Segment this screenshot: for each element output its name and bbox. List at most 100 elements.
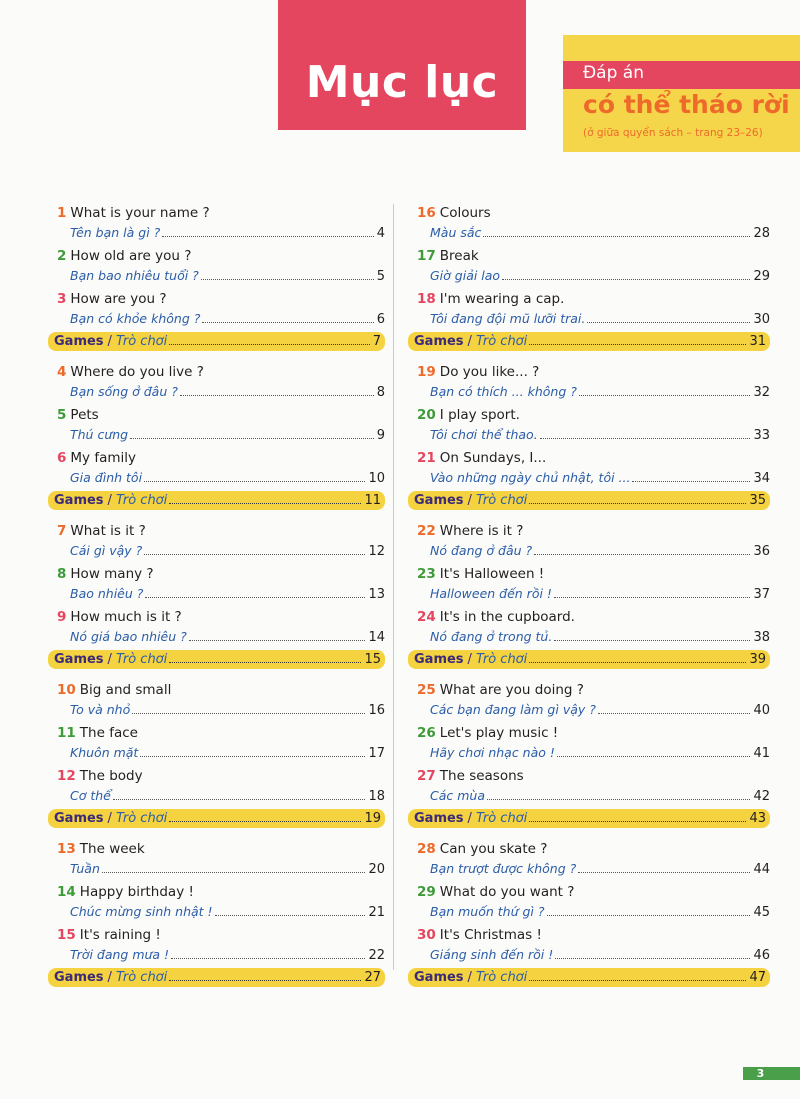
page-ref: 47	[749, 970, 766, 985]
toc-unit-entry[interactable]: 8 How many ? Bao nhiêu ? 13	[48, 564, 385, 607]
dot-leader	[169, 503, 362, 504]
unit-title: What do you want ?	[439, 884, 575, 900]
unit-number: 24	[417, 609, 436, 625]
toc-unit-entry[interactable]: 3 How are you ? Bạn có khỏe không ? 6	[48, 289, 385, 332]
toc-unit-entry[interactable]: 23 It's Halloween ! Halloween đến rồi ! 37	[408, 564, 770, 607]
games-label-vi: Trò chơi	[475, 811, 528, 826]
answer-key-band: Đáp án	[563, 61, 800, 89]
toc-unit-entry[interactable]: 10 Big and small To và nhỏ 16	[48, 680, 385, 723]
page-ref: 14	[368, 630, 385, 645]
page-ref: 39	[749, 652, 766, 667]
toc-unit-entry[interactable]: 14 Happy birthday ! Chúc mừng sinh nhật ! 2…	[48, 882, 385, 925]
dot-leader	[554, 640, 751, 641]
unit-number: 28	[417, 841, 436, 857]
unit-title: The body	[79, 768, 143, 784]
toc-unit-entry[interactable]: 17 Break Giờ giải lao 29	[408, 246, 770, 289]
unit-title: How are you ?	[70, 291, 167, 307]
toc-unit-entry[interactable]: 12 The body Cơ thể 18	[48, 766, 385, 809]
unit-number: 17	[417, 248, 436, 264]
toc-left-column: 1 What is your name ? Tên bạn là gì ? 4 2 How…	[48, 203, 385, 998]
unit-title: It's raining !	[79, 927, 161, 943]
toc-games-entry[interactable]: Games / Trò chơi 35	[408, 491, 770, 510]
toc-unit-entry[interactable]: 21 On Sundays, I... Vào những ngày chủ nhậ…	[408, 448, 770, 491]
unit-number: 6	[57, 450, 67, 466]
games-label-vi: Trò chơi	[115, 970, 168, 985]
toc-unit-entry[interactable]: 15 It's raining ! Trời đang mưa ! 22	[48, 925, 385, 968]
unit-number: 8	[57, 566, 67, 582]
page-ref: 34	[753, 471, 770, 486]
games-label: Games	[414, 334, 464, 349]
toc-unit-entry[interactable]: 9 How much is it ? Nó giá bao nhiêu ? 14	[48, 607, 385, 650]
toc-unit-entry[interactable]: 24 It's in the cupboard. Nó đang ở trong t…	[408, 607, 770, 650]
unit-title-vi: Gia đình tôi	[70, 470, 143, 485]
unit-title: How many ?	[70, 566, 154, 582]
answer-key-label: Đáp án	[583, 63, 644, 83]
dot-leader	[556, 756, 751, 757]
unit-title: Happy birthday !	[79, 884, 194, 900]
unit-number: 1	[57, 205, 67, 221]
unit-number: 4	[57, 364, 67, 380]
page-ref: 11	[364, 493, 381, 508]
toc-unit-entry[interactable]: 11 The face Khuôn mặt 17	[48, 723, 385, 766]
toc-unit-entry[interactable]: 28 Can you skate ? Bạn trượt được không ? 4…	[408, 839, 770, 882]
dot-leader	[529, 344, 747, 345]
page-ref: 13	[368, 587, 385, 602]
unit-title-vi: Bạn có khỏe không ?	[70, 311, 201, 326]
unit-title-vi: Tuần	[70, 861, 100, 876]
toc-unit-entry[interactable]: 16 Colours Màu sắc 28	[408, 203, 770, 246]
toc-games-entry[interactable]: Games / Trò chơi 7	[48, 332, 385, 351]
toc-unit-entry[interactable]: 1 What is your name ? Tên bạn là gì ? 4	[48, 203, 385, 246]
unit-title: Do you like... ?	[439, 364, 540, 380]
toc-unit-entry[interactable]: 19 Do you like... ? Bạn có thích ... không…	[408, 362, 770, 405]
page-ref: 27	[364, 970, 381, 985]
toc-games-entry[interactable]: Games / Trò chơi 27	[48, 968, 385, 987]
toc-unit-entry[interactable]: 22 Where is it ? Nó đang ở đâu ? 36	[408, 521, 770, 564]
page-ref: 5	[376, 269, 385, 284]
unit-number: 10	[57, 682, 76, 698]
page-ref: 18	[368, 789, 385, 804]
page-ref: 42	[753, 789, 770, 804]
dot-leader	[578, 395, 751, 396]
games-label-vi: Trò chơi	[475, 493, 528, 508]
toc-unit-entry[interactable]: 30 It's Christmas ! Giáng sinh đến rồi ! 46	[408, 925, 770, 968]
toc-unit-entry[interactable]: 18 I'm wearing a cap. Tôi đang đội mũ lưỡi…	[408, 289, 770, 332]
toc-games-entry[interactable]: Games / Trò chơi 15	[48, 650, 385, 669]
toc-unit-entry[interactable]: 26 Let's play music ! Hãy chơi nhạc nào ! 4…	[408, 723, 770, 766]
unit-title: What is your name ?	[70, 205, 210, 221]
toc-unit-entry[interactable]: 13 The week Tuần 20	[48, 839, 385, 882]
dot-leader	[529, 662, 747, 663]
unit-title-vi: Trời đang mưa !	[70, 947, 170, 962]
toc-games-entry[interactable]: Games / Trò chơi 39	[408, 650, 770, 669]
unit-title-vi: Màu sắc	[430, 225, 482, 240]
games-separator: /	[467, 334, 472, 349]
unit-title-vi: Bạn trượt được không ?	[430, 861, 577, 876]
toc-games-entry[interactable]: Games / Trò chơi 19	[48, 809, 385, 828]
toc-unit-entry[interactable]: 6 My family Gia đình tôi 10	[48, 448, 385, 491]
unit-title: Big and small	[79, 682, 172, 698]
toc-unit-entry[interactable]: 25 What are you doing ? Các bạn đang làm g…	[408, 680, 770, 723]
toc-unit-entry[interactable]: 29 What do you want ? Bạn muốn thứ gì ? 45	[408, 882, 770, 925]
unit-title: Can you skate ?	[439, 841, 548, 857]
dot-leader	[553, 597, 751, 598]
toc-unit-entry[interactable]: 20 I play sport. Tôi chơi thể thao. 33	[408, 405, 770, 448]
page-ref: 16	[368, 703, 385, 718]
unit-number: 7	[57, 523, 67, 539]
page-ref: 40	[753, 703, 770, 718]
unit-title: I play sport.	[439, 407, 520, 423]
unit-title: Break	[439, 248, 479, 264]
unit-title-vi: Nó đang ở trong tủ.	[430, 629, 553, 644]
toc-unit-entry[interactable]: 4 Where do you live ? Bạn sống ở đâu ? 8	[48, 362, 385, 405]
page-ref: 36	[753, 544, 770, 559]
toc-games-entry[interactable]: Games / Trò chơi 11	[48, 491, 385, 510]
toc-unit-entry[interactable]: 27 The seasons Các mùa 42	[408, 766, 770, 809]
toc-games-entry[interactable]: Games / Trò chơi 47	[408, 968, 770, 987]
toc-unit-entry[interactable]: 5 Pets Thú cưng 9	[48, 405, 385, 448]
toc-games-entry[interactable]: Games / Trò chơi 31	[408, 332, 770, 351]
toc-right-column: 16 Colours Màu sắc 28 17 Break Giờ giải lao 29 1…	[408, 203, 770, 998]
toc-unit-entry[interactable]: 2 How old are you ? Bạn bao nhiêu tuổi ? 5	[48, 246, 385, 289]
dot-leader	[529, 821, 747, 822]
toc-games-entry[interactable]: Games / Trò chơi 43	[408, 809, 770, 828]
toc-unit-entry[interactable]: 7 What is it ? Cái gì vậy ? 12	[48, 521, 385, 564]
unit-number: 2	[57, 248, 67, 264]
page-ref: 41	[753, 746, 770, 761]
